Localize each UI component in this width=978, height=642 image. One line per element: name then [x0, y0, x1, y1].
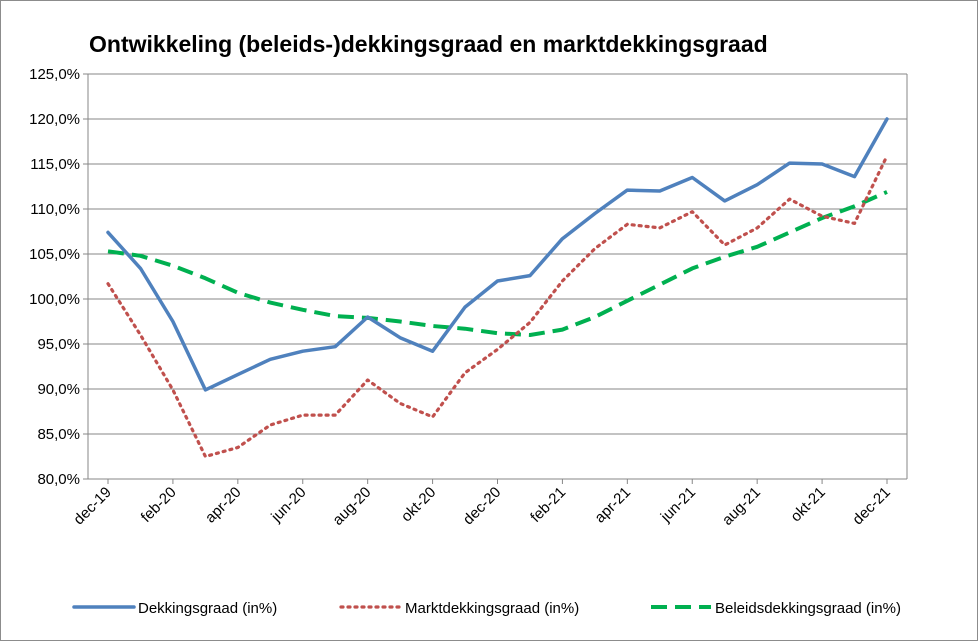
- axes: 80,0% 85,0% 90,0% 95,0% 100,0% 105,0% 110,0% 11…: [29, 66, 908, 529]
- x-tick-label: okt-20: [398, 484, 440, 526]
- y-tick-label: 85,0%: [37, 426, 80, 443]
- x-tick-label: apr-21: [591, 484, 634, 527]
- x-tick-label: jun-21: [657, 484, 699, 526]
- y-tick-label: 95,0%: [37, 336, 80, 353]
- x-tick-label: apr-20: [202, 484, 245, 527]
- x-tick-label: dec-19: [70, 484, 114, 528]
- series-lines: [106, 117, 889, 459]
- x-tick-label: dec-20: [460, 484, 504, 528]
- series-line-3: [107, 190, 888, 337]
- x-tick-label: dec-21: [849, 484, 893, 528]
- x-tick-label: feb-20: [138, 484, 180, 526]
- chart-title: Ontwikkeling (beleids-)dekkingsgraad en …: [89, 31, 768, 57]
- y-tick-label: 80,0%: [37, 471, 80, 488]
- y-tick-label: 105,0%: [29, 246, 80, 263]
- x-tick-label: feb-21: [527, 484, 569, 526]
- y-tick-label: 100,0%: [29, 291, 80, 308]
- y-tick-label: 120,0%: [29, 111, 80, 128]
- y-tick-label: 115,0%: [30, 156, 80, 173]
- y-tick-label: 90,0%: [37, 381, 80, 398]
- legend: Dekkingsgraad (in%) Marktdekkingsgraad (i…: [72, 600, 901, 617]
- x-tick-label: aug-20: [329, 484, 374, 529]
- x-tick-label: okt-21: [787, 484, 829, 526]
- grid: [88, 73, 907, 480]
- series-line-1: [106, 117, 889, 392]
- series-line-2: [106, 154, 889, 459]
- legend-label-1: Dekkingsgraad (in%): [138, 600, 277, 617]
- legend-label-3: Beleidsdekkingsgraad (in%): [715, 600, 901, 617]
- y-tick-label: 125,0%: [29, 66, 80, 83]
- y-tick-label: 110,0%: [30, 201, 80, 218]
- x-tick-label: jun-20: [267, 484, 309, 526]
- legend-label-2: Marktdekkingsgraad (in%): [405, 600, 579, 617]
- x-tick-label: aug-21: [719, 484, 764, 529]
